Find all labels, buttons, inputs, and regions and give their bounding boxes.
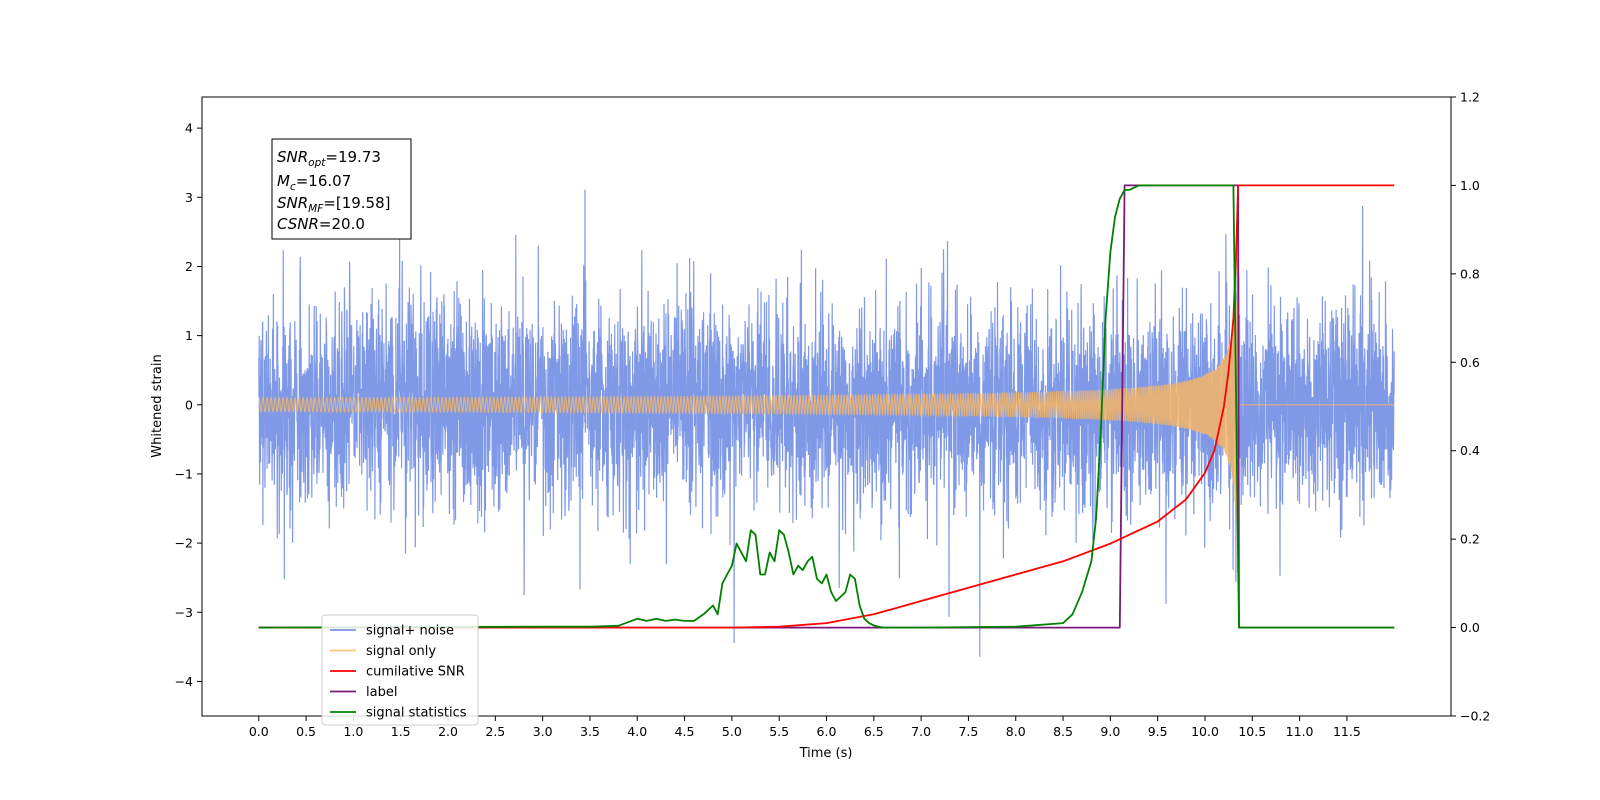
y-tick-label: 2 (185, 259, 193, 274)
y-tick-label: 1 (185, 328, 193, 343)
x-tick-label: 7.0 (911, 724, 931, 739)
annotation-snr-opt: SNRopt=19.73 (277, 148, 381, 169)
x-tick-label: 5.0 (722, 724, 742, 739)
legend-frame (321, 614, 479, 726)
y-tick-label: 3 (185, 190, 193, 205)
x-tick-label: 9.0 (1100, 724, 1120, 739)
x-tick-label: 2.5 (485, 724, 505, 739)
legend-label: label (366, 685, 397, 700)
legend-label: cumilative SNR (366, 665, 465, 680)
x-tick-label: 7.5 (958, 724, 978, 739)
x-tick-label: 6.5 (864, 724, 884, 739)
x-tick-label: 11.5 (1333, 724, 1361, 739)
y2-tick-label: −0.2 (1460, 709, 1490, 724)
x-tick-label: 0.5 (296, 724, 316, 739)
annotation-csnr: CSNR=20.0 (277, 215, 365, 233)
y2-tick-label: 0.8 (1460, 266, 1480, 281)
x-tick-label: 0.0 (249, 724, 269, 739)
y-tick-label: 0 (185, 397, 193, 412)
y2-tick-label: 0.6 (1460, 355, 1480, 370)
x-tick-label: 8.0 (1006, 724, 1026, 739)
x-tick-label: 8.5 (1053, 724, 1073, 739)
y2-tick-label: 0.0 (1460, 620, 1480, 635)
y-axis-label: Whitened strain (150, 354, 165, 457)
y2-tick-label: 1.0 (1460, 178, 1480, 193)
y2-tick-label: 0.4 (1460, 443, 1480, 458)
y-tick-label: −2 (175, 536, 193, 551)
x-axis: 0.0 0.5 1.0 1.5 2.0 2.5 3.0 3.5 4.0 4.5 5.0 5.5 6.0 6… (249, 716, 1361, 739)
x-tick-label: 10.5 (1238, 724, 1266, 739)
x-tick-label: 6.0 (817, 724, 837, 739)
x-tick-label: 2.0 (438, 724, 458, 739)
annotation-snr-mf: SNRMF=[19.58] (277, 194, 391, 215)
legend-label: signal statistics (366, 706, 467, 721)
annotation-frame (271, 138, 412, 240)
legend: signal+ noise signal only cumilative SNR la… (321, 614, 479, 726)
annotation-box: SNRopt=19.73 Mc=16.07 SNRMF=[19.58] CSNR… (271, 138, 412, 240)
x-tick-label: 1.5 (391, 724, 411, 739)
y-tick-label: −1 (175, 466, 193, 481)
x-tick-label: 3.0 (533, 724, 553, 739)
x-axis-label: Time (s) (799, 746, 853, 761)
y-axis-right: 1.2 1.0 0.8 0.6 0.4 0.2 0.0 −0.2 (1451, 90, 1490, 724)
legend-label: signal only (366, 644, 436, 659)
series-signal-statistics-line (258, 184, 1395, 629)
legend-label: signal+ noise (366, 624, 454, 639)
plot-area (258, 184, 1395, 657)
y2-tick-label: 1.2 (1460, 90, 1480, 105)
annotation-chirp-mass: Mc=16.07 (277, 172, 351, 193)
x-tick-label: 5.5 (769, 724, 789, 739)
x-tick-label: 4.0 (627, 724, 647, 739)
x-tick-label: 4.5 (675, 724, 695, 739)
y2-tick-label: 0.2 (1460, 532, 1480, 547)
x-tick-label: 3.5 (580, 724, 600, 739)
x-tick-label: 9.5 (1148, 724, 1168, 739)
x-tick-label: 10.0 (1191, 724, 1219, 739)
y-tick-label: −4 (175, 674, 193, 689)
x-tick-label: 11.0 (1286, 724, 1314, 739)
y-tick-label: 4 (185, 121, 193, 136)
series-signal-only-line (258, 185, 1395, 573)
series-cumulative-snr-line (258, 184, 1395, 629)
x-tick-label: 1.0 (343, 724, 363, 739)
y-tick-label: −3 (175, 605, 193, 620)
y-axis-left: 4 3 2 1 0 −1 −2 −3 −4 (175, 121, 202, 689)
